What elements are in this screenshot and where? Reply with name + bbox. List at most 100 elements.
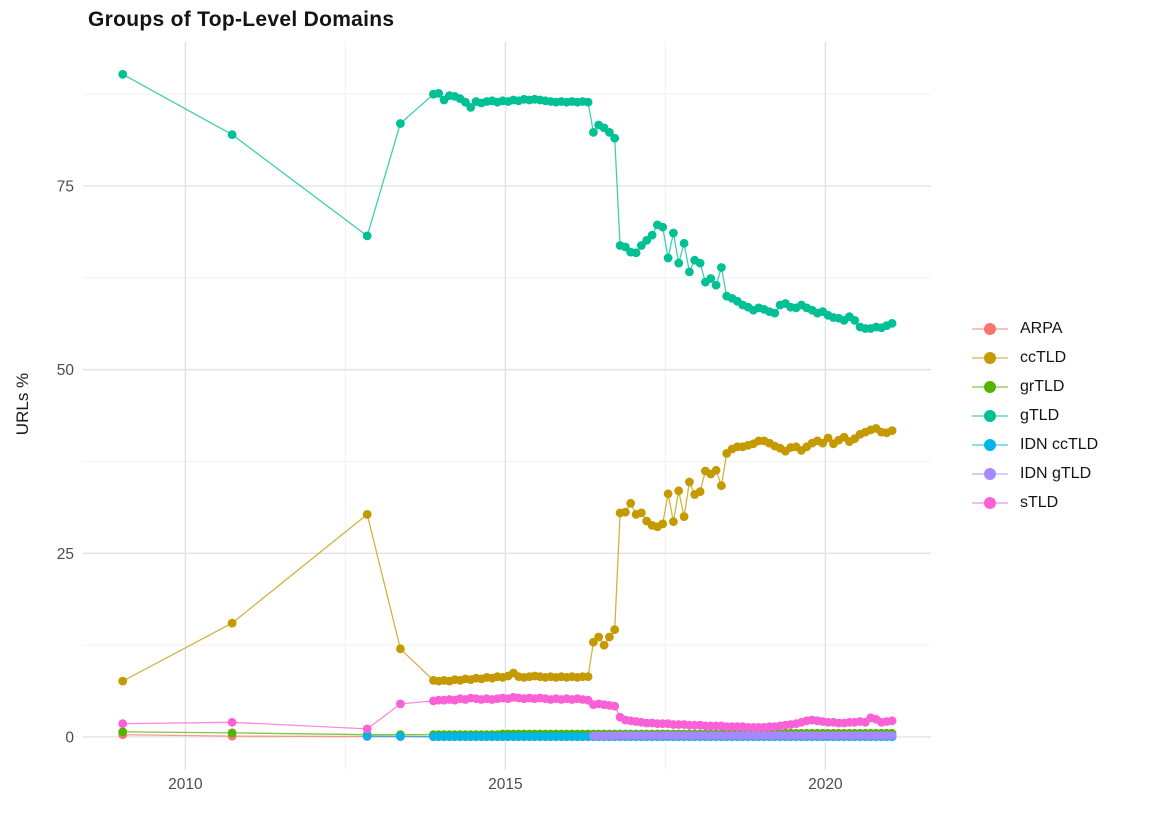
series-gtld-point (679, 238, 689, 248)
legend-label-grtld: grTLD (1020, 378, 1065, 395)
series-gtld-point (669, 228, 678, 238)
series-gtld-point (887, 319, 897, 328)
series-gtld-line (122, 73, 893, 330)
series-stld-point (610, 701, 620, 711)
series-cctld-point (605, 632, 614, 642)
series-stld-point (396, 699, 405, 709)
series-cctld-point (599, 640, 609, 650)
legend-item-cctld: ccTLD (972, 347, 1098, 369)
legend-key-arpa (972, 318, 1008, 340)
legend-key-grtld (972, 376, 1008, 398)
series-cctld-point (594, 632, 604, 642)
legend-label-idn-gtld: IDN gTLD (1020, 465, 1092, 482)
axis-tick-labels: 0 25 50 75 2010 2015 2020 (57, 178, 843, 793)
series-cctld-point (663, 489, 673, 499)
series-gtld-point (583, 97, 593, 107)
legend-item-gtld: gTLD (972, 405, 1098, 427)
series-idn-cctld-point (362, 731, 372, 741)
series-cctld-point (658, 519, 668, 529)
series-cctld (118, 424, 897, 686)
x-tick-label: 2010 (168, 776, 203, 793)
legend-key-dot-icon (984, 468, 996, 480)
series-gtld-point (227, 130, 237, 140)
series-gtld-point (695, 258, 705, 268)
series-gtld-point (850, 316, 860, 325)
series-gtld-point (396, 119, 405, 128)
series-cctld-point (887, 426, 897, 435)
series-gtld-point (706, 274, 716, 283)
series-cctld-point (717, 481, 726, 491)
series-cctld-point (823, 433, 833, 443)
x-tick-label: 2020 (808, 776, 843, 793)
series-gtld-point (685, 267, 694, 277)
series-gtld-point (434, 89, 444, 98)
legend-key-idn-gtld (972, 463, 1008, 485)
legend-key-idn-cctld (972, 434, 1008, 456)
legend-key-dot-icon (984, 323, 996, 335)
legend-item-stld: sTLD (972, 492, 1098, 514)
series-cctld-point (583, 672, 593, 682)
y-tick-label: 75 (57, 178, 74, 195)
series-gtld-point (118, 69, 128, 79)
legend-key-gtld (972, 405, 1008, 427)
series-grtld-point (118, 727, 128, 737)
legend-key-cctld (972, 347, 1008, 369)
series-cctld-point (711, 465, 721, 475)
minor-gridlines (83, 42, 931, 770)
series-cctld-point (621, 507, 630, 517)
series-stld-point (227, 717, 237, 727)
series-idn-gtld (589, 731, 897, 741)
series-cctld-point (610, 625, 620, 635)
chart-title: Groups of Top-Level Domains (88, 8, 395, 31)
legend-key-dot-icon (984, 381, 996, 393)
series-stld-point (887, 716, 897, 726)
series-grtld-point (227, 728, 237, 738)
series-cctld-point (695, 487, 705, 496)
y-tick-label: 0 (65, 729, 74, 746)
series-cctld-point (396, 644, 405, 654)
series-cctld-point (679, 512, 689, 521)
y-tick-label: 50 (57, 362, 75, 379)
legend-label-arpa: ARPA (1020, 320, 1063, 337)
series-cctld-point (118, 676, 128, 686)
series-gtld-point (647, 230, 657, 240)
legend-key-dot-icon (984, 410, 996, 422)
series-cctld-point (362, 510, 372, 519)
series-gtld-point (362, 231, 372, 241)
series-gtld-point (711, 280, 721, 290)
series-cctld-point (626, 498, 636, 508)
legend-key-stld (972, 492, 1008, 514)
series-cctld-line (122, 427, 893, 682)
series-gtld-point (717, 263, 726, 272)
series-gtld-point (663, 253, 673, 263)
legend-key-dot-icon (984, 439, 996, 451)
series-gtld-point (631, 248, 641, 258)
series-gtld-point (605, 127, 614, 137)
y-tick-label: 25 (57, 546, 74, 563)
x-tick-label: 2015 (488, 776, 522, 793)
series-stld (118, 692, 897, 734)
series-gtld-point (770, 308, 780, 318)
series-cctld-point (637, 508, 646, 518)
legend-key-dot-icon (984, 352, 996, 364)
series-idn-gtld-point (887, 731, 897, 740)
legend-label-cctld: ccTLD (1020, 349, 1067, 366)
series-gtld (118, 69, 897, 333)
series-gtld-point (589, 127, 598, 137)
legend-label-gtld: gTLD (1020, 407, 1060, 424)
legend-item-idn-gtld: IDN gTLD (972, 463, 1098, 485)
legend-label-idn-cctld: IDN ccTLD (1020, 436, 1099, 453)
series-idn-cctld-point (396, 732, 405, 741)
major-gridlines (83, 42, 931, 770)
series-gtld-point (610, 133, 620, 143)
series-stld-point (118, 719, 128, 729)
series-cctld-point (685, 477, 694, 487)
series-gtld-point (674, 258, 684, 268)
series-stld-point (362, 724, 372, 734)
series-cctld-point (227, 618, 237, 628)
legend-item-idn-cctld: IDN ccTLD (972, 434, 1098, 456)
legend-label-stld: sTLD (1020, 494, 1059, 511)
legend-item-grtld: grTLD (972, 376, 1098, 398)
